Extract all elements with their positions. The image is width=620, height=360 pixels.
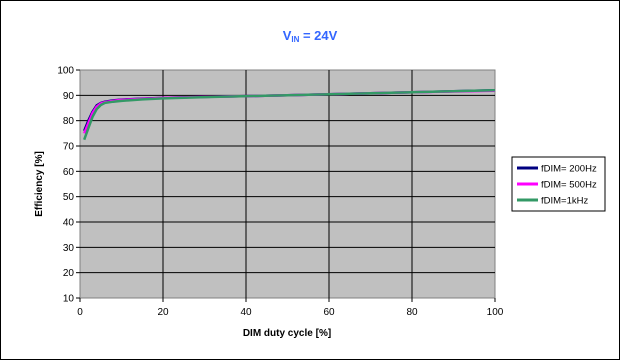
x-tick-label: 0 xyxy=(77,307,83,318)
chart-title: VIN = 24V xyxy=(283,28,338,44)
y-tick-label: 100 xyxy=(57,66,74,77)
x-axis-ticks: 0 20 40 60 80 100 xyxy=(77,298,504,318)
legend-label: fDIM= 200Hz xyxy=(541,164,597,175)
series-lines xyxy=(83,89,496,141)
legend-items: fDIM= 200Hz fDIM= 500Hz fDIM=1kHz xyxy=(517,164,597,207)
x-tick-label: 20 xyxy=(157,307,169,318)
y-axis-label: Efficiency [%] xyxy=(34,151,45,217)
x-tick-label: 40 xyxy=(240,307,252,318)
y-tick-label: 90 xyxy=(63,91,75,102)
x-axis-label: DIM duty cycle [%] xyxy=(243,328,331,339)
y-tick-label: 40 xyxy=(63,218,75,229)
x-tick-label: 60 xyxy=(323,307,335,318)
legend-label: fDIM=1kHz xyxy=(541,196,588,207)
series-line-2 xyxy=(83,89,496,141)
legend-label: fDIM= 500Hz xyxy=(541,180,597,191)
x-tick-label: 80 xyxy=(406,307,418,318)
y-axis-ticks: 10 20 30 40 50 60 70 80 90 100 xyxy=(57,66,80,305)
y-tick-label: 10 xyxy=(63,294,75,305)
y-tick-label: 30 xyxy=(63,243,75,254)
y-tick-label: 60 xyxy=(63,167,75,178)
y-tick-label: 70 xyxy=(63,142,75,153)
y-tick-label: 20 xyxy=(63,268,75,279)
y-tick-label: 80 xyxy=(63,116,75,127)
grid-lines xyxy=(80,70,495,298)
plot-area xyxy=(79,69,496,299)
x-tick-label: 100 xyxy=(487,307,504,318)
y-tick-label: 50 xyxy=(63,192,75,203)
